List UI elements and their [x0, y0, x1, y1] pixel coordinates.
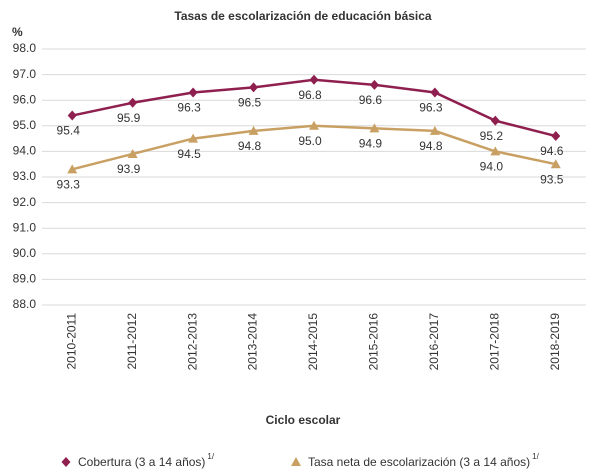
y-axis-label: %	[12, 25, 23, 39]
y-tick-label: 90.0	[13, 246, 37, 260]
marker	[369, 123, 380, 133]
marker	[188, 87, 198, 98]
data-label: 94.9	[359, 137, 383, 151]
x-tick-label: 2015-2016	[367, 313, 381, 371]
data-label: 93.5	[540, 172, 564, 186]
y-tick-label: 89.0	[13, 272, 37, 286]
legend-label: Tasa neta de escolarización (3 a 14 años…	[308, 455, 530, 469]
data-label: 94.8	[238, 139, 262, 153]
marker	[490, 115, 500, 126]
data-label: 96.6	[359, 93, 383, 107]
legend-footnote: 1/	[207, 452, 214, 461]
y-tick-label: 88.0	[13, 297, 37, 311]
marker	[550, 159, 561, 169]
marker	[67, 164, 78, 174]
legend-marker	[61, 457, 71, 467]
x-tick-label: 2012-2013	[185, 313, 199, 371]
marker	[188, 133, 199, 143]
data-label: 95.4	[57, 124, 81, 138]
data-label: 96.3	[419, 101, 443, 115]
data-label: 96.8	[298, 88, 322, 102]
y-tick-label: 91.0	[13, 220, 37, 234]
data-label: 94.6	[540, 144, 564, 158]
data-label: 93.3	[57, 177, 81, 191]
marker	[490, 146, 501, 156]
data-label: 93.9	[117, 162, 141, 176]
marker	[309, 74, 319, 85]
marker	[248, 125, 259, 135]
marker	[551, 131, 561, 142]
data-label: 96.3	[177, 101, 201, 115]
marker	[369, 79, 379, 90]
legend-marker	[291, 457, 301, 466]
x-tick-label: 2017-2018	[488, 313, 502, 371]
legend-label: Cobertura (3 a 14 años)	[78, 455, 205, 469]
marker	[67, 110, 77, 121]
y-tick-label: 94.0	[13, 144, 37, 158]
data-label: 95.0	[298, 134, 322, 148]
x-tick-label: 2011-2012	[125, 313, 139, 370]
x-tick-label: 2016-2017	[427, 313, 441, 371]
legend-footnote: 1/	[532, 452, 539, 461]
x-tick-label: 2014-2015	[306, 313, 320, 371]
marker	[309, 120, 319, 130]
data-label: 96.5	[238, 96, 262, 110]
y-tick-label: 93.0	[13, 169, 37, 183]
data-label: 95.2	[480, 129, 504, 143]
marker	[128, 97, 138, 108]
y-tick-label: 92.0	[13, 195, 37, 209]
x-tick-label: 2018-2019	[548, 313, 562, 371]
data-label: 94.5	[177, 147, 201, 161]
y-tick-label: 96.0	[13, 92, 37, 106]
y-tick-label: 95.0	[13, 118, 37, 132]
x-tick-label: 2013-2014	[246, 313, 260, 371]
marker	[430, 87, 440, 98]
x-axis-label: Ciclo escolar	[266, 413, 341, 427]
marker	[249, 82, 259, 93]
y-tick-label: 97.0	[13, 67, 37, 81]
x-tick-label: 2010-2011	[64, 313, 78, 370]
chart-title: Tasas de escolarización de educación bás…	[174, 9, 432, 23]
data-label: 94.0	[480, 160, 504, 174]
marker	[127, 148, 138, 158]
marker	[429, 125, 440, 135]
data-label: 94.8	[419, 139, 443, 153]
data-label: 95.9	[117, 111, 141, 125]
y-tick-label: 98.0	[13, 41, 37, 55]
